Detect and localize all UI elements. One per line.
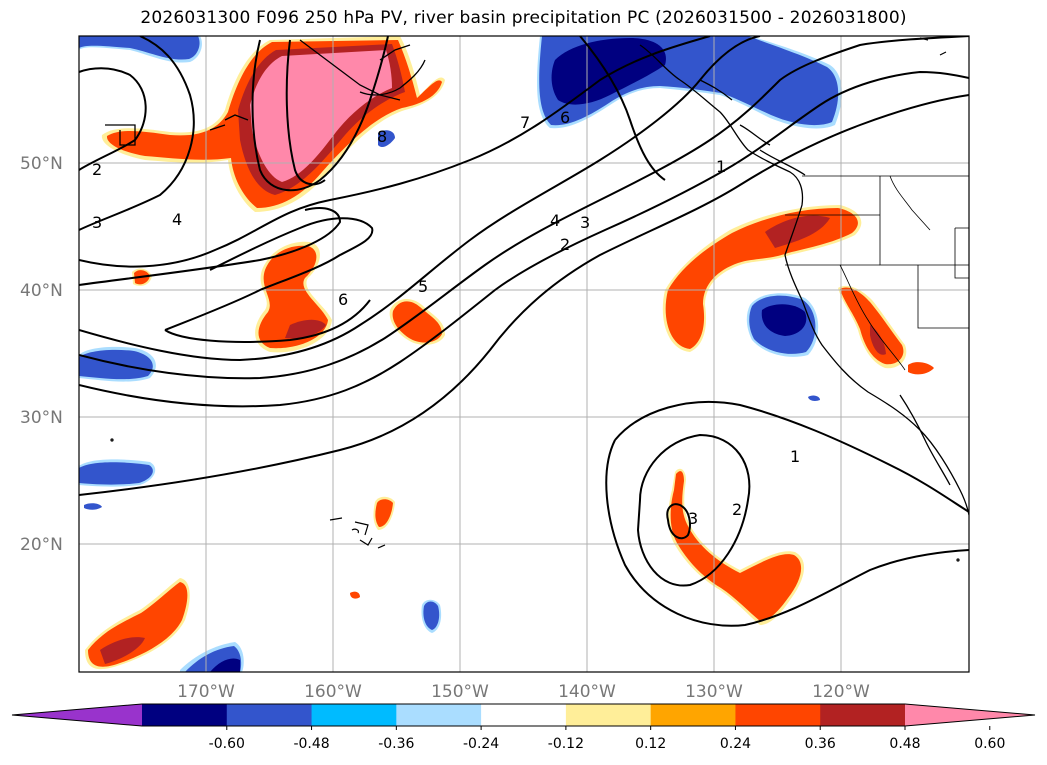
colorbar-outline	[11, 703, 1036, 727]
colorbar-tick-label: -0.60	[209, 736, 245, 752]
lon-label: 140°W	[558, 682, 616, 702]
lon-label: 130°W	[685, 682, 743, 702]
lon-label: 170°W	[177, 682, 235, 702]
colorbar-swatch	[396, 704, 482, 726]
colorbar-tick-label: -0.36	[378, 736, 414, 752]
pv-contour-labels: 2 3 4 8 7 6 6 5 4 3 2 1 1 2 3	[92, 108, 800, 528]
pv-contours	[79, 36, 969, 627]
lon-label: 150°W	[431, 682, 489, 702]
contour-label: 6	[338, 290, 348, 309]
lon-label: 160°W	[304, 682, 362, 702]
contour-label: 1	[716, 157, 726, 176]
colorbar-tick-label: 0.12	[635, 736, 666, 752]
contour-label: 5	[418, 277, 428, 296]
graticule	[79, 36, 969, 672]
colorbar-swatch	[735, 704, 821, 726]
colorbar-tick-label: 0.36	[805, 736, 836, 752]
lat-label: 40°N	[20, 281, 63, 301]
colorbar-tick-label: 0.24	[720, 736, 751, 752]
colorbar-swatch	[226, 704, 313, 726]
colorbar-swatch	[142, 704, 228, 726]
lat-label: 20°N	[20, 535, 63, 555]
colorbar-tick-label: -0.12	[548, 736, 584, 752]
lat-label: 50°N	[20, 154, 63, 174]
colorbar-swatch	[565, 704, 652, 726]
map-border	[78, 35, 970, 673]
precip-negative-shading	[79, 36, 842, 672]
contour-label: 4	[172, 210, 182, 229]
contour-label: 4	[550, 211, 560, 230]
colorbar-tick-label: -0.24	[463, 736, 499, 752]
contour-label: 7	[520, 113, 530, 132]
contour-label: 6	[560, 108, 570, 127]
contour-label: 2	[92, 160, 102, 179]
colorbar-tick-label: -0.48	[293, 736, 329, 752]
contour-label: 2	[560, 235, 570, 254]
colorbar-swatch	[650, 704, 736, 726]
lat-label: 30°N	[20, 408, 63, 428]
lon-label: 120°W	[812, 682, 870, 702]
colorbar-swatch	[481, 704, 567, 726]
state-borders	[785, 175, 969, 371]
colorbar-swatch	[311, 704, 397, 726]
colorbar-tick-label: 0.48	[889, 736, 920, 752]
colorbar: -0.60 -0.48 -0.36 -0.24 -0.12 0.12 0.24 0.36 0.4…	[11, 703, 1036, 752]
colorbar-extend-high	[905, 704, 1035, 726]
contour-label: 3	[580, 213, 590, 232]
map-title: 2026031300 F096 250 hPa PV, river basin …	[140, 8, 907, 28]
contour-label: 8	[377, 127, 387, 146]
contour-label: 2	[732, 500, 742, 519]
contour-label: 3	[688, 509, 698, 528]
longitude-labels: 170°W 160°W 150°W 140°W 130°W 120°W	[177, 682, 870, 702]
colorbar-extend-low	[12, 704, 142, 726]
coastlines	[105, 39, 969, 516]
latitude-labels: 50°N 40°N 30°N 20°N	[20, 154, 63, 555]
colorbar-swatch	[820, 704, 906, 726]
contour-label: 3	[92, 213, 102, 232]
colorbar-tick-label: 0.60	[974, 736, 1005, 752]
contour-label: 1	[790, 447, 800, 466]
